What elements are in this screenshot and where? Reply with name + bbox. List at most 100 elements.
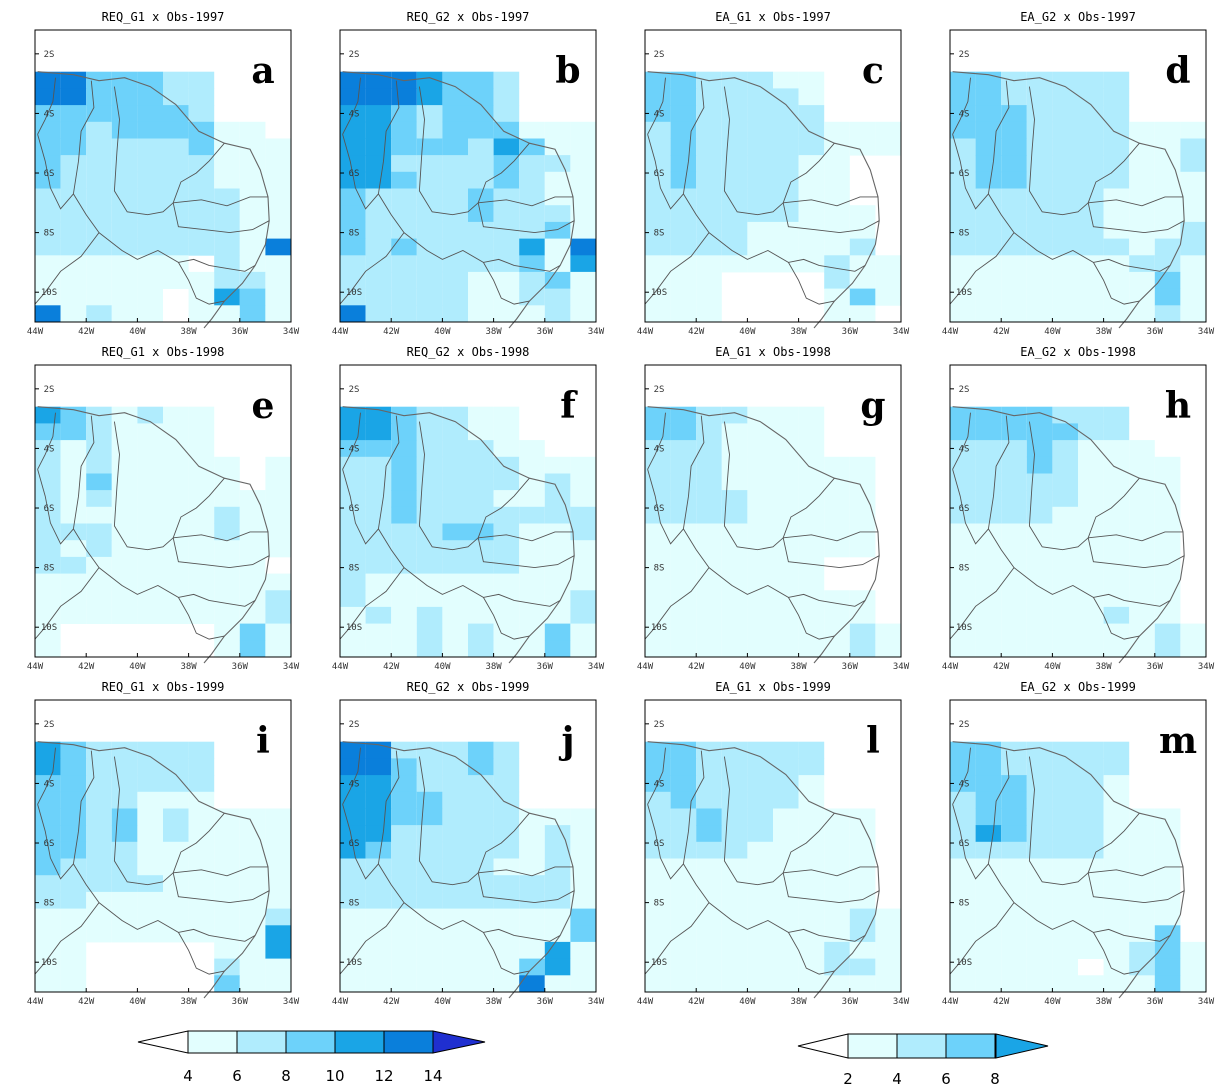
state-border bbox=[1087, 537, 1185, 569]
grid-cell bbox=[35, 975, 61, 993]
grid-cell bbox=[975, 138, 1002, 156]
grid-cell bbox=[1052, 975, 1078, 993]
grid-cell bbox=[1078, 406, 1104, 424]
grid-cell bbox=[1052, 506, 1078, 524]
grid-cell bbox=[60, 606, 87, 624]
state-border bbox=[1087, 477, 1140, 538]
y-tick-label: 8S bbox=[349, 564, 360, 574]
grid-cell bbox=[239, 941, 266, 959]
grid-cell bbox=[721, 741, 748, 759]
grid-cell bbox=[1026, 590, 1053, 608]
grid-cell bbox=[86, 423, 112, 441]
grid-cell bbox=[1154, 623, 1181, 641]
panel-frame bbox=[949, 699, 1207, 993]
grid-cell bbox=[1078, 105, 1104, 123]
grid-cell bbox=[773, 941, 799, 959]
grid-cell bbox=[747, 440, 773, 458]
grid-cell bbox=[442, 121, 468, 139]
grid-cell bbox=[416, 456, 443, 474]
colorbar-ea-tick: 2 bbox=[843, 1070, 853, 1088]
colorbar-ea: 2 4 6 8 bbox=[797, 1033, 1049, 1088]
grid-cell bbox=[645, 808, 671, 826]
y-tick-label: 4S bbox=[44, 109, 55, 119]
grid-cell bbox=[696, 171, 722, 189]
x-tick-label: 36W bbox=[1147, 997, 1164, 1007]
grid-cell bbox=[1078, 841, 1104, 859]
grid-cell bbox=[721, 841, 748, 859]
grid-cell bbox=[824, 473, 850, 491]
grid-cell bbox=[60, 891, 87, 909]
grid-cell bbox=[570, 908, 596, 926]
grid-cell bbox=[645, 791, 671, 809]
grid-cell bbox=[111, 908, 138, 926]
grid-cell bbox=[773, 808, 799, 826]
state-border bbox=[1013, 902, 1171, 942]
grid-cell bbox=[35, 138, 61, 156]
grid-cell bbox=[35, 941, 61, 959]
y-tick-label: 4S bbox=[654, 109, 665, 119]
grid-cell bbox=[721, 791, 748, 809]
colorbar-reg-high-arrow bbox=[432, 1030, 486, 1054]
grid-cell bbox=[86, 875, 112, 893]
grid-cell bbox=[1026, 221, 1053, 239]
grid-cell bbox=[416, 238, 443, 256]
grid-cell bbox=[416, 825, 443, 843]
grid-cell bbox=[340, 590, 366, 608]
y-tick-label: 2S bbox=[654, 50, 665, 60]
y-tick-label: 6S bbox=[349, 169, 360, 179]
grid-cell bbox=[86, 288, 112, 306]
grid-cell bbox=[365, 490, 392, 508]
grid-cell bbox=[950, 271, 976, 289]
grid-cell bbox=[1001, 975, 1027, 993]
grid-cell bbox=[416, 406, 443, 424]
grid-cell bbox=[265, 205, 291, 223]
grid-cell bbox=[519, 155, 545, 173]
grid-cell bbox=[340, 875, 366, 893]
state-border bbox=[708, 232, 866, 272]
grid-cell bbox=[60, 205, 87, 223]
grid-cell bbox=[670, 941, 697, 959]
y-tick-label: 8S bbox=[44, 229, 55, 239]
grid-cell bbox=[849, 640, 876, 658]
grid-cell bbox=[1026, 138, 1053, 156]
grid-cell bbox=[163, 406, 189, 424]
grid-cell bbox=[442, 891, 468, 909]
state-border bbox=[949, 415, 1015, 640]
grid-cell bbox=[239, 506, 266, 524]
grid-cell bbox=[442, 440, 468, 458]
grid-cell bbox=[1103, 305, 1130, 323]
grid-cell bbox=[416, 205, 443, 223]
grid-cell bbox=[493, 958, 520, 976]
grid-cell bbox=[798, 573, 825, 591]
grid-cell bbox=[1052, 941, 1078, 959]
grid-cell bbox=[60, 105, 87, 123]
grid-cell bbox=[340, 808, 366, 826]
grid-cell bbox=[747, 138, 773, 156]
grid-cell bbox=[86, 791, 112, 809]
grid-cell bbox=[975, 423, 1002, 441]
grid-cell bbox=[60, 775, 87, 793]
grid-cell bbox=[544, 941, 571, 959]
grid-cell bbox=[1052, 188, 1078, 206]
panel-title: REQ_G2 x Obs-1998 bbox=[407, 345, 530, 359]
grid-cell bbox=[163, 105, 189, 123]
grid-cell bbox=[519, 506, 545, 524]
grid-cell bbox=[570, 171, 596, 189]
grid-cell bbox=[163, 423, 189, 441]
grid-cell bbox=[35, 305, 61, 323]
grid-cell bbox=[773, 741, 799, 759]
grid-cell bbox=[670, 825, 697, 843]
grid-cell bbox=[798, 875, 825, 893]
grid-cell bbox=[544, 606, 571, 624]
grid-cell bbox=[773, 238, 799, 256]
grid-cell bbox=[570, 941, 596, 959]
grid-cell bbox=[544, 908, 571, 926]
grid-cell bbox=[1026, 640, 1053, 658]
grid-cell bbox=[670, 490, 697, 508]
colorbar-reg-cells bbox=[187, 1030, 434, 1054]
grid-cell bbox=[696, 121, 722, 139]
grid-cell bbox=[849, 875, 876, 893]
grid-cell bbox=[798, 255, 825, 273]
